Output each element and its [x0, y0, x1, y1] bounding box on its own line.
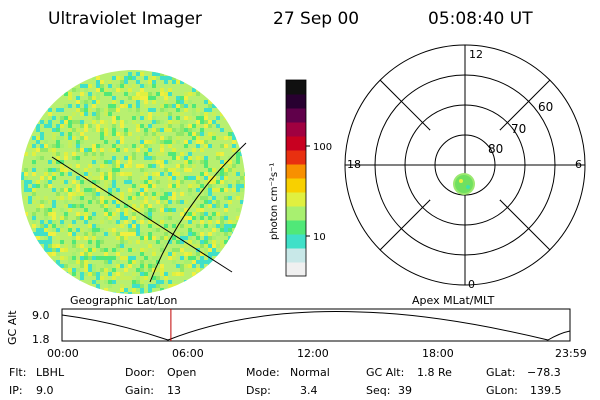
flt-value: LBHL [36, 366, 65, 379]
colorbar-frame [285, 79, 307, 277]
colorbar-unit-label: photon cm⁻²s⁻¹ [269, 163, 280, 240]
aurora-blob-speck-2 [466, 185, 470, 189]
ip-label: IP: [9, 384, 23, 397]
colorbar-band [286, 122, 306, 137]
colorbar-band [286, 234, 306, 249]
door-label: Door: [125, 366, 155, 379]
colorbar-tick-label-10: 10 [313, 232, 326, 243]
apex-caption: Apex MLat/MLT [412, 294, 495, 307]
altitude-timeline: GC Alt 9.0 1.8 00:00 06:00 12:00 18:00 2… [6, 308, 587, 360]
aurora-blob-speck [459, 179, 463, 183]
timeline-tick-2359: 23:59 [555, 347, 587, 360]
glat-value: −78.3 [527, 366, 561, 379]
mlat-label-70: 70 [511, 122, 526, 136]
glat-label: GLat: [486, 366, 515, 379]
colorbar-band [286, 164, 306, 179]
flt-label: Flt: [9, 366, 26, 379]
colorbar: 100 10 photon cm⁻²s⁻¹ [269, 79, 332, 277]
colorbar-band [286, 220, 306, 235]
seq-label: Seq: [366, 384, 390, 397]
gcalt-value: 1.8 Re [417, 366, 452, 379]
timeline-tick-1800: 18:00 [422, 347, 454, 360]
mlt-label-right: 6 [575, 158, 582, 171]
colorbar-band [286, 178, 306, 193]
colorbar-band [286, 150, 306, 165]
timeline-ymin: 1.8 [32, 333, 50, 346]
altitude-curve [61, 311, 571, 341]
door-value: Open [167, 366, 196, 379]
colorbar-band [286, 94, 306, 109]
colorbar-band [286, 192, 306, 207]
colorbar-band [286, 108, 306, 123]
mode-value: Normal [290, 366, 330, 379]
colorbar-tick-label-100: 100 [313, 142, 332, 153]
mlt-label-bottom: 0 [468, 278, 475, 291]
status-info: Flt: LBHL IP: 9.0 Door: Open Gain: 13 Mo… [9, 366, 562, 397]
instrument-title: Ultraviolet Imager [48, 9, 202, 29]
glon-value: 139.5 [530, 384, 562, 397]
time-label: 05:08:40 UT [428, 9, 533, 29]
mlt-label-top: 12 [469, 48, 483, 61]
mlat-label-60: 60 [538, 100, 553, 114]
lat-line [51, 156, 233, 273]
timeline-tick-0000: 00:00 [47, 347, 79, 360]
gcalt-label: GC Alt: [366, 366, 404, 379]
geographic-image [21, 70, 247, 294]
colorbar-band [286, 248, 306, 263]
gain-label: Gain: [125, 384, 154, 397]
colorbar-gradient [286, 80, 306, 277]
colorbar-band [286, 80, 306, 95]
image-noise [21, 72, 245, 294]
lon-line [149, 142, 247, 283]
colorbar-band [286, 262, 306, 277]
aurora-blob-core [455, 175, 473, 193]
polar-plot: 12 18 6 0 60 70 80 [344, 44, 586, 291]
timeline-frame [61, 308, 571, 342]
mode-label: Mode: [246, 366, 280, 379]
timeline-tick-0600: 06:00 [172, 347, 204, 360]
timeline-ymax: 9.0 [32, 309, 50, 322]
colorbar-band [286, 206, 306, 221]
colorbar-band [286, 136, 306, 151]
geographic-caption: Geographic Lat/Lon [70, 294, 177, 307]
timeline-tick-1200: 12:00 [297, 347, 329, 360]
seq-value: 39 [398, 384, 412, 397]
mlt-label-left: 18 [347, 158, 361, 171]
mlat-label-80: 80 [488, 142, 503, 156]
dsp-value: 3.4 [300, 384, 318, 397]
date-label: 27 Sep 00 [273, 9, 359, 29]
gain-value: 13 [167, 384, 181, 397]
dsp-label: Dsp: [246, 384, 271, 397]
ip-value: 9.0 [36, 384, 54, 397]
glon-label: GLon: [486, 384, 518, 397]
timeline-ylabel: GC Alt [6, 310, 19, 345]
